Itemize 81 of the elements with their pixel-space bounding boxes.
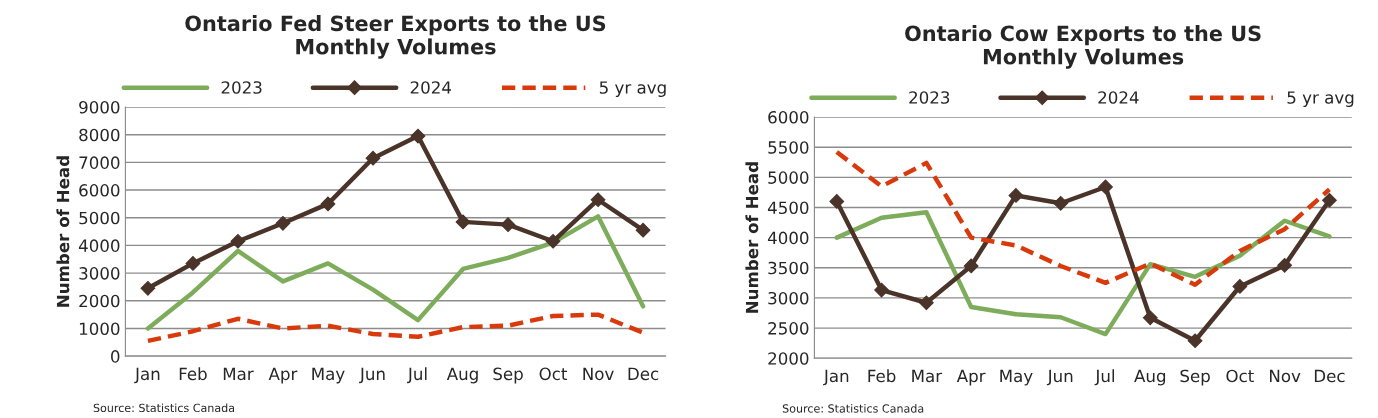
x-tick-label: Sep — [1180, 369, 1210, 386]
point — [455, 214, 471, 230]
x-tick-label: Jul — [1094, 369, 1114, 386]
legend-label: 2024 — [1098, 91, 1139, 104]
point — [320, 196, 336, 212]
y-tick-label: 4000 — [767, 231, 809, 245]
y-tick-label: 2000 — [79, 294, 120, 308]
y-axis-title: Number of Head — [56, 156, 70, 307]
x-tick-label: Jun — [359, 367, 385, 384]
legend-label: 5 yr avg — [599, 81, 666, 98]
y-tick-label: 5000 — [79, 211, 120, 225]
y-tick-label: 1000 — [79, 322, 120, 336]
x-tick-label: Jan — [134, 367, 160, 384]
line-series — [834, 149, 1332, 287]
point — [275, 215, 291, 231]
point — [635, 222, 651, 238]
x-tick-label: May — [312, 367, 345, 384]
line-series — [145, 214, 646, 331]
x-tick-label: Aug — [1134, 369, 1166, 386]
legend-label: 2023 — [909, 91, 950, 104]
x-tick-label: Feb — [868, 369, 896, 383]
point — [1322, 192, 1337, 208]
legend-label: 5 yr avg — [1287, 91, 1354, 108]
point — [829, 194, 845, 209]
legend-label: 2023 — [221, 81, 262, 94]
chart-title: Ontario Fed Steer Exports to the US Monthly Volumes — [185, 15, 606, 59]
x-tick-label: May — [1000, 369, 1033, 386]
point — [1142, 310, 1158, 326]
point — [874, 282, 889, 298]
x-tick-label: Oct — [539, 367, 568, 381]
point — [545, 233, 561, 249]
x-tick-label: Jul — [407, 367, 427, 384]
y-tick-label: 0 — [111, 350, 120, 363]
y-tick-label: 6000 — [768, 111, 809, 124]
y-tick-label: 2500 — [768, 322, 809, 335]
chart-title: Ontario Cow Exports to the US Monthly Volumes — [905, 25, 1261, 69]
source-note: Source: Statistics Canada — [93, 403, 235, 413]
x-tick-label: Nov — [1270, 369, 1301, 383]
x-tick-label: Aug — [446, 367, 478, 384]
y-tick-label: 5500 — [768, 141, 809, 154]
point — [1053, 195, 1069, 211]
x-tick-label: Apr — [956, 369, 986, 386]
point — [410, 128, 426, 144]
x-tick-label: Mar — [912, 369, 943, 383]
point — [185, 256, 201, 271]
point — [1008, 188, 1024, 203]
point — [140, 280, 156, 296]
y-tick-label: 4500 — [767, 201, 809, 215]
x-tick-label: Jun — [1046, 369, 1073, 386]
y-tick-label: 2000 — [768, 352, 809, 365]
y-tick-label: 6000 — [79, 184, 120, 197]
x-tick-label: Jan — [823, 369, 849, 386]
point — [590, 192, 606, 208]
y-tick-label: 3000 — [768, 291, 809, 305]
y-tick-label: 7000 — [79, 156, 120, 169]
y-tick-label: 3000 — [79, 267, 120, 280]
point — [918, 295, 934, 311]
legend-label: 2024 — [410, 81, 452, 94]
x-tick-label: Feb — [179, 367, 207, 381]
point — [500, 217, 516, 233]
point — [1098, 179, 1113, 195]
y-tick-label: 4000 — [78, 239, 120, 252]
y-tick-label: 5000 — [768, 171, 809, 184]
x-tick-label: Dec — [1314, 369, 1345, 383]
source-note: Source: Statistics Canada — [782, 404, 924, 413]
x-tick-label: Dec — [628, 367, 659, 381]
x-tick-label: Nov — [583, 367, 614, 381]
y-tick-label: 8000 — [79, 128, 120, 142]
point — [1187, 333, 1203, 349]
point — [365, 150, 381, 166]
x-tick-label: Mar — [223, 367, 254, 381]
point — [1232, 279, 1248, 294]
point — [1277, 257, 1293, 273]
point — [963, 258, 979, 274]
x-tick-label: Oct — [1226, 369, 1254, 383]
x-tick-label: Apr — [268, 367, 298, 384]
point — [230, 233, 246, 249]
y-axis-title: Number of Head — [745, 162, 759, 313]
y-tick-label: 3500 — [768, 261, 809, 275]
x-tick-label: Sep — [493, 367, 523, 384]
y-tick-label: 9000 — [79, 100, 120, 114]
